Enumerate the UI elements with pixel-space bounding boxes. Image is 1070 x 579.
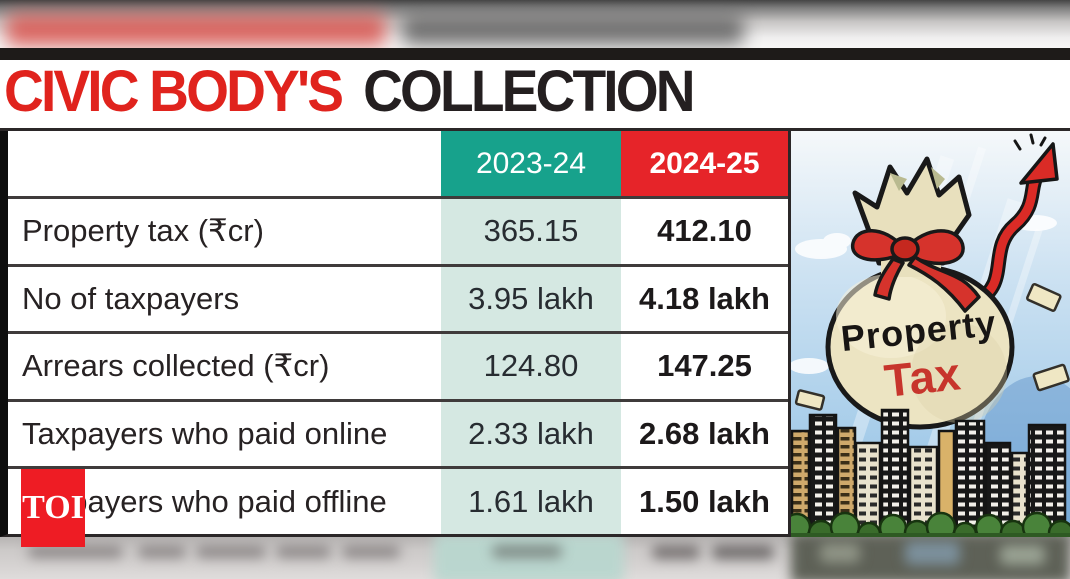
blur-blob: [492, 545, 562, 558]
black-divider-bar: [0, 48, 1070, 60]
table-row: Taxpayers who paid offline 1.61 lakh 1.5…: [8, 466, 788, 534]
table-header-row: 2023-24 2024-25: [8, 131, 788, 196]
row-value-2024-25: 1.50 lakh: [639, 483, 770, 519]
growth-arrow-icon: [969, 133, 1059, 309]
header-empty-cell: [8, 131, 441, 196]
page-title-highlight: CIVIC BODY'S: [4, 59, 344, 124]
bottom-blurred-strip: [0, 537, 1070, 579]
table-row: No of taxpayers 3.95 lakh 4.18 lakh: [8, 263, 788, 332]
blurred-red-headline-blob: [6, 14, 386, 46]
property-tax-illustration: Property Tax: [791, 131, 1070, 540]
table-row: Property tax (₹cr) 365.15 412.10: [8, 196, 788, 264]
blur-teal-band: [434, 537, 624, 579]
bag-text-tax: Tax: [882, 347, 963, 407]
row-value-2023-24: 2.33 lakh: [441, 401, 621, 467]
blur-blob: [138, 545, 186, 558]
blur-blob: [276, 545, 331, 558]
blur-blob: [196, 545, 266, 558]
table-top-border: [0, 128, 1070, 131]
page-title: CIVIC BODY'S COLLECTION: [4, 59, 696, 124]
page-title-rest: COLLECTION: [363, 59, 695, 124]
table-row: Arrears collected (₹cr) 124.80 147.25: [8, 331, 788, 399]
table-row: Taxpayers who paid online 2.33 lakh 2.68…: [8, 398, 788, 467]
row-value-2023-24: 3.95 lakh: [441, 266, 621, 332]
row-label: No of taxpayers: [22, 280, 240, 316]
top-blurred-strip: [0, 0, 1070, 48]
bushes: [791, 511, 1070, 540]
blur-blob: [905, 541, 960, 565]
header-fy-2024-25: 2024-25: [621, 131, 788, 196]
blur-blob: [652, 545, 700, 559]
blur-blob: [1000, 545, 1045, 565]
toi-logo: TOI: [21, 469, 85, 547]
blur-blob: [28, 545, 123, 558]
toi-logo-text: TOI: [22, 489, 84, 526]
row-value-2023-24: 1.61 lakh: [441, 469, 621, 534]
flying-banknotes: [794, 282, 1070, 411]
row-value-2023-24: 124.80: [441, 334, 621, 399]
header-fy-2023-24: 2023-24: [441, 131, 621, 196]
collection-table: 2023-24 2024-25 Property tax (₹cr) 365.1…: [0, 131, 791, 537]
blur-blob: [712, 545, 774, 559]
row-value-2024-25: 147.25: [657, 348, 752, 384]
row-value-2024-25: 2.68 lakh: [639, 416, 770, 452]
city-skyline: [791, 408, 1067, 535]
row-value-2024-25: 412.10: [657, 213, 752, 249]
blurred-dark-headline-blob: [402, 15, 744, 45]
row-value-2024-25: 4.18 lakh: [639, 280, 770, 316]
row-value-2023-24: 365.15: [441, 199, 621, 264]
blur-blob: [820, 543, 860, 563]
blur-blob: [342, 545, 400, 558]
row-label: Property tax (₹cr): [22, 213, 264, 249]
row-label: Taxpayers who paid online: [22, 416, 388, 452]
row-label: Arrears collected (₹cr): [22, 348, 330, 384]
money-bag-icon: Property Tax: [825, 156, 1015, 430]
